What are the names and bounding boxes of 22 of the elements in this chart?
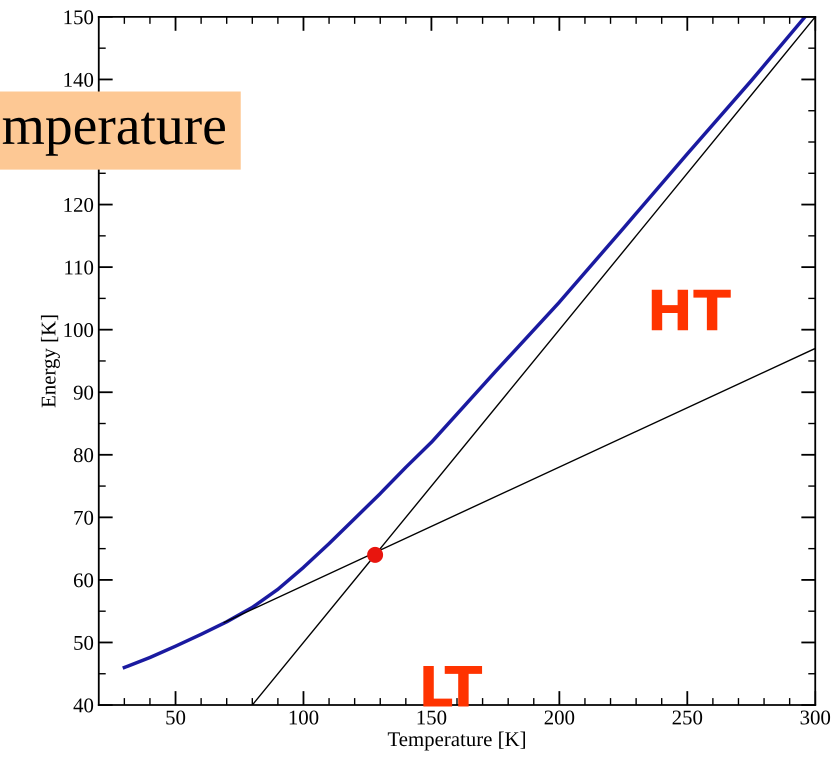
x-tick-label: 100 [290,710,318,725]
y-tick-label: 120 [64,198,94,212]
y-tick-label: 70 [74,510,94,525]
y-tick-label: 140 [64,72,94,87]
y-tick-label: 80 [74,448,94,462]
y-tick-label: 90 [74,386,94,400]
x-tick-label: 250 [672,710,702,725]
x-tick-label: 300 [800,710,830,725]
annotation: mperature [2,112,225,156]
y-tick-label: 150 [64,10,94,24]
y-axis-title: Energy [K] [40,316,60,408]
y-tick-label: 40 [73,698,94,712]
y-tick-label: 60 [74,573,94,588]
y-tick-label: 110 [65,260,94,275]
x-tick-label: 150 [418,710,446,725]
x-tick-label: 200 [544,710,574,725]
y-tick-label: 50 [74,636,94,650]
annotation: HT [652,290,731,330]
x-tick-label: 50 [166,710,186,725]
y-tick-label: 100 [64,323,94,338]
annotation: LT [423,666,482,707]
x-axis-title: Temperature [K] [388,732,525,750]
